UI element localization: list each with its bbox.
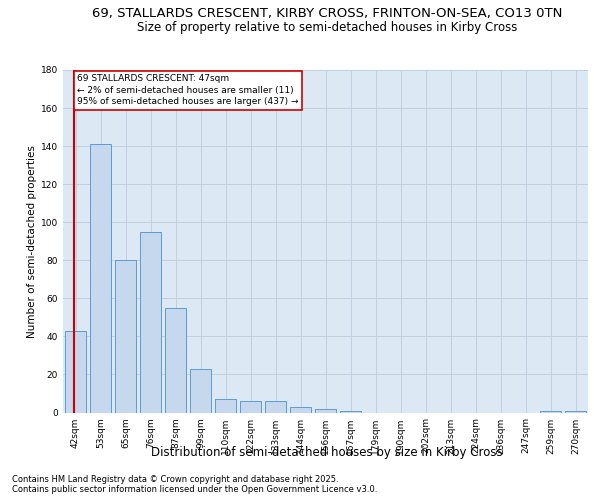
Y-axis label: Number of semi-detached properties: Number of semi-detached properties <box>27 145 37 338</box>
Bar <box>340 410 361 412</box>
Bar <box>140 232 161 412</box>
Text: Contains public sector information licensed under the Open Government Licence v3: Contains public sector information licen… <box>12 485 377 494</box>
Text: Distribution of semi-detached houses by size in Kirby Cross: Distribution of semi-detached houses by … <box>151 446 503 459</box>
Text: Contains HM Land Registry data © Crown copyright and database right 2025.: Contains HM Land Registry data © Crown c… <box>12 475 338 484</box>
Bar <box>315 408 336 412</box>
Bar <box>240 401 261 412</box>
Text: 69, STALLARDS CRESCENT, KIRBY CROSS, FRINTON-ON-SEA, CO13 0TN: 69, STALLARDS CRESCENT, KIRBY CROSS, FRI… <box>92 8 562 20</box>
Text: Size of property relative to semi-detached houses in Kirby Cross: Size of property relative to semi-detach… <box>137 21 517 34</box>
Bar <box>165 308 186 412</box>
Bar <box>540 410 561 412</box>
Bar <box>190 368 211 412</box>
Bar <box>115 260 136 412</box>
Bar <box>565 410 586 412</box>
Bar <box>290 407 311 412</box>
Bar <box>65 330 86 412</box>
Text: 69 STALLARDS CRESCENT: 47sqm
← 2% of semi-detached houses are smaller (11)
95% o: 69 STALLARDS CRESCENT: 47sqm ← 2% of sem… <box>77 74 299 106</box>
Bar <box>265 401 286 412</box>
Bar <box>215 399 236 412</box>
Bar <box>90 144 111 412</box>
